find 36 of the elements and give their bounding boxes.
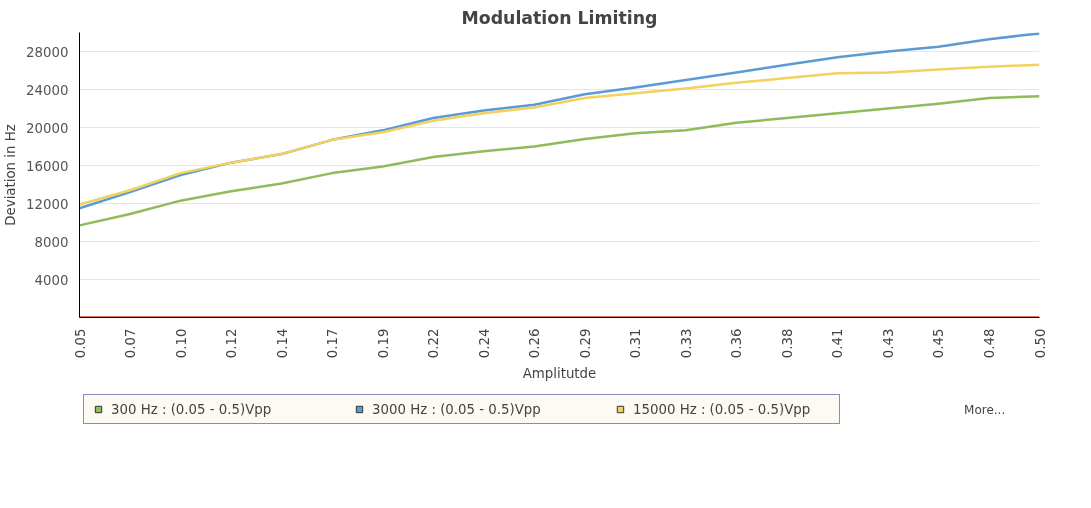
- x-tick-label: 0.41: [830, 328, 846, 359]
- x-tick-label: 0.43: [880, 328, 896, 359]
- x-tick-label: 0.24: [476, 328, 492, 359]
- x-tick-label: 0.19: [375, 328, 391, 359]
- legend-label: 15000 Hz : (0.05 - 0.5)Vpp: [633, 401, 812, 417]
- x-tick-label: 0.12: [224, 328, 240, 359]
- x-tick-label: 0.48: [981, 328, 997, 359]
- x-tick-label: 0.38: [779, 328, 795, 359]
- line-series: [79, 63, 1040, 206]
- x-tick-label: 0.50: [1032, 328, 1048, 359]
- y-tick-label: 16000: [26, 158, 69, 174]
- text: More...: [964, 403, 1006, 417]
- y-tick-label: 12000: [26, 196, 69, 212]
- x-tick-label: 0.17: [325, 328, 341, 359]
- line-series: [79, 94, 1040, 227]
- x-tick-label: 0.07: [123, 328, 139, 359]
- x-tick-label: 0.22: [426, 328, 442, 359]
- x-tick-label: 0.36: [729, 328, 745, 359]
- x-tick-label: 0.05: [72, 328, 88, 359]
- chart-title: Modulation Limiting: [461, 7, 658, 28]
- x-axis-title: Amplitutde: [522, 366, 597, 382]
- x-tick-label: 0.26: [527, 328, 543, 359]
- y-tick-label: 24000: [26, 82, 69, 98]
- y-axis-title: Deviation in Hz: [3, 124, 19, 226]
- x-tick-label: 0.29: [577, 328, 593, 359]
- x-tick-label: 0.45: [931, 328, 947, 359]
- x-tick-label: 0.10: [173, 328, 189, 359]
- x-tick-label: 0.31: [628, 328, 644, 359]
- legend-label: 3000 Hz : (0.05 - 0.5)Vpp: [372, 401, 542, 417]
- y-tick-label: 28000: [26, 44, 69, 60]
- y-tick-label: 8000: [34, 234, 69, 250]
- legend-label: 300 Hz : (0.05 - 0.5)Vpp: [111, 401, 273, 417]
- x-tick-label: 0.14: [274, 328, 290, 359]
- x-tick-label: 0.33: [678, 328, 694, 359]
- y-tick-label: 4000: [34, 272, 69, 288]
- y-tick-label: 20000: [26, 120, 69, 136]
